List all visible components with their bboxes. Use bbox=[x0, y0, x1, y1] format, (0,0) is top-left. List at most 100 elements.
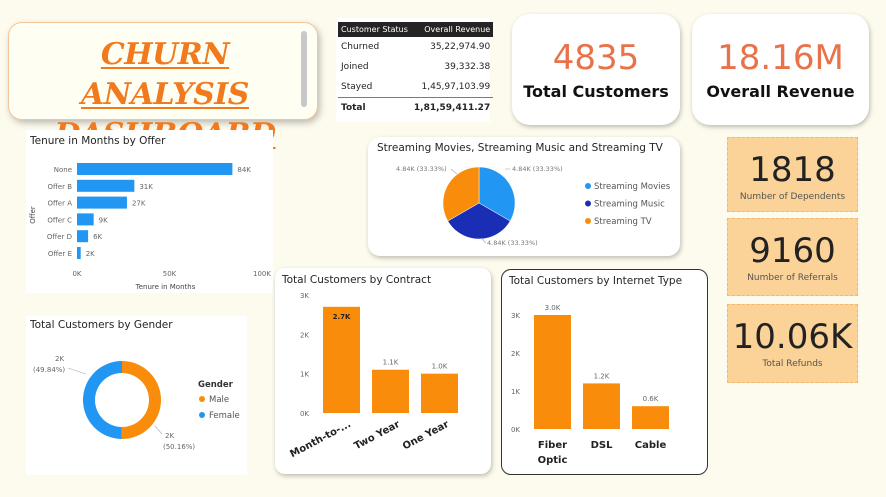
slice-label: (50.16%) bbox=[163, 443, 195, 451]
contract-chart[interactable]: 0K 1K 2K 3K 2.7K Month-to-... 1.1K Two Year 1.0K… bbox=[275, 268, 491, 474]
data-label: 27K bbox=[132, 200, 146, 208]
referrals-value: 9160 bbox=[749, 231, 836, 271]
leader-line bbox=[480, 237, 487, 244]
y-tick-label: Offer B bbox=[47, 183, 72, 191]
tenure-chart-card: Tenure in Months by Offer None 84K Offer B… bbox=[26, 130, 273, 293]
table-row[interactable]: Churned 35,22,974.90 bbox=[338, 37, 493, 57]
referrals-label: Number of Referrals bbox=[747, 273, 838, 283]
dependents-value: 1818 bbox=[749, 150, 836, 190]
leader-line bbox=[154, 425, 163, 435]
x-tick-label: Cable bbox=[635, 440, 667, 451]
title-scrollbar[interactable] bbox=[301, 31, 307, 107]
x-tick-label: Optic bbox=[538, 455, 568, 466]
legend-marker bbox=[585, 200, 591, 207]
x-tick-label: Two Year bbox=[353, 419, 402, 452]
legend-label: Male bbox=[209, 395, 229, 405]
data-label: 2K bbox=[86, 250, 95, 258]
y-tick-label: 2K bbox=[300, 331, 309, 339]
bar[interactable] bbox=[534, 315, 571, 429]
table-header-revenue[interactable]: Overall Revenue bbox=[410, 22, 494, 37]
x-axis-title: Tenure in Months bbox=[135, 283, 196, 291]
overall-revenue-value: 18.16M bbox=[717, 38, 844, 78]
bar[interactable] bbox=[77, 247, 81, 259]
referrals-card: 9160 Number of Referrals bbox=[727, 218, 858, 296]
revenue-table-card: Customer Status Overall Revenue Churned … bbox=[336, 18, 494, 122]
streaming-chart[interactable]: 4.84K (33.33%) 4.84K (33.33%) 4.84K (33.33… bbox=[368, 137, 680, 256]
donut-slice[interactable] bbox=[121, 361, 162, 439]
y-axis-title: Offer bbox=[29, 206, 37, 224]
y-tick-label: None bbox=[54, 166, 72, 174]
contract-chart-title: Total Customers by Contract bbox=[282, 274, 432, 286]
legend-label: Streaming Movies bbox=[594, 182, 671, 192]
leader-line bbox=[67, 367, 87, 375]
bar[interactable] bbox=[77, 213, 94, 226]
y-tick-label: 3K bbox=[511, 312, 520, 320]
slice-label: 4.84K (33.33%) bbox=[396, 165, 447, 173]
x-tick-label: 50K bbox=[163, 270, 177, 278]
data-label: 1.2K bbox=[594, 372, 610, 380]
row-revenue: 39,332.38 bbox=[444, 62, 491, 72]
y-tick-label: Offer A bbox=[47, 200, 72, 208]
total-customers-label: Total Customers bbox=[523, 82, 669, 101]
dependents-label: Number of Dependents bbox=[739, 192, 846, 202]
total-revenue: 1,81,59,411.27 bbox=[410, 97, 494, 118]
refunds-label: Total Refunds bbox=[762, 359, 823, 369]
row-status: Churned bbox=[341, 42, 380, 52]
dashboard-title-card: CHURN ANALYSIS DASHBOARD bbox=[8, 22, 318, 152]
y-tick-label: 0K bbox=[300, 410, 309, 418]
y-tick-label: 3K bbox=[300, 292, 309, 300]
bar[interactable] bbox=[77, 230, 89, 243]
table-header-status[interactable]: Customer Status bbox=[338, 22, 411, 37]
slice-label: 2K bbox=[165, 432, 174, 440]
table-row[interactable]: Stayed 1,45,97,103.99 bbox=[338, 77, 493, 98]
slice-label: 4.84K (33.33%) bbox=[487, 239, 538, 247]
y-tick-label: Offer D bbox=[47, 233, 72, 241]
gender-chart[interactable]: 2K (50.16%) 2K (49.84%) Gender Male Female bbox=[26, 316, 247, 475]
y-tick-label: 1K bbox=[300, 371, 309, 379]
streaming-chart-title: Streaming Movies, Streaming Music and St… bbox=[377, 142, 663, 154]
total-customers-card: 4835 Total Customers bbox=[512, 14, 680, 125]
y-tick-label: Offer E bbox=[48, 250, 72, 258]
legend-marker bbox=[199, 412, 205, 418]
table-row[interactable]: Joined 39,332.38 bbox=[338, 57, 493, 77]
x-tick-label: One Year bbox=[401, 419, 451, 453]
slice-label: 4.84K (33.33%) bbox=[512, 165, 563, 173]
pie-slice[interactable] bbox=[478, 166, 516, 222]
row-status: Joined bbox=[341, 62, 369, 72]
legend-label: Female bbox=[209, 411, 240, 421]
dependents-card: 1818 Number of Dependents bbox=[727, 137, 858, 212]
overall-revenue-label: Overall Revenue bbox=[706, 82, 855, 101]
tenure-chart[interactable]: None 84K Offer B 31K Offer A 27K Offer C 9K Offe… bbox=[26, 130, 273, 293]
data-label: 1.0K bbox=[432, 363, 448, 371]
data-label: 84K bbox=[237, 166, 251, 174]
pie-slice[interactable] bbox=[442, 166, 480, 222]
data-label: 0.6K bbox=[643, 395, 659, 403]
bar[interactable] bbox=[421, 373, 458, 413]
bar[interactable] bbox=[77, 196, 127, 209]
table-total-row: Total 1,81,59,411.27 bbox=[338, 97, 494, 118]
bar[interactable] bbox=[77, 163, 233, 175]
x-tick-label: 0K bbox=[72, 270, 81, 278]
contract-chart-card: Total Customers by Contract 0K 1K 2K 3K 2.7K… bbox=[275, 268, 491, 474]
slice-label: 2K bbox=[55, 355, 64, 363]
legend-label: Streaming TV bbox=[594, 217, 652, 227]
streaming-chart-card: Streaming Movies, Streaming Music and St… bbox=[368, 137, 680, 256]
total-customers-value: 4835 bbox=[552, 38, 640, 78]
data-label: 6K bbox=[93, 233, 102, 241]
data-label: 1.1K bbox=[383, 359, 399, 367]
overall-revenue-card: 18.16M Overall Revenue bbox=[692, 14, 869, 125]
legend-label: Streaming Music bbox=[594, 200, 665, 210]
refunds-card: 10.06K Total Refunds bbox=[727, 304, 858, 383]
slice-label: (49.84%) bbox=[33, 366, 65, 374]
donut-slice[interactable] bbox=[83, 361, 122, 439]
gender-chart-title: Total Customers by Gender bbox=[30, 319, 173, 331]
legend-marker bbox=[585, 183, 591, 189]
bar[interactable] bbox=[583, 383, 620, 429]
dashboard-title-line1: CHURN ANALYSIS bbox=[81, 37, 249, 112]
bar[interactable] bbox=[77, 179, 135, 192]
bar[interactable] bbox=[632, 406, 669, 429]
y-tick-label: 1K bbox=[511, 388, 520, 396]
internet-chart[interactable]: 0K 1K 2K 3K 3.0K Fiber Optic 1.2K DSL 0.6K Cable bbox=[502, 270, 707, 474]
bar[interactable] bbox=[372, 369, 409, 413]
bar[interactable] bbox=[323, 306, 360, 413]
